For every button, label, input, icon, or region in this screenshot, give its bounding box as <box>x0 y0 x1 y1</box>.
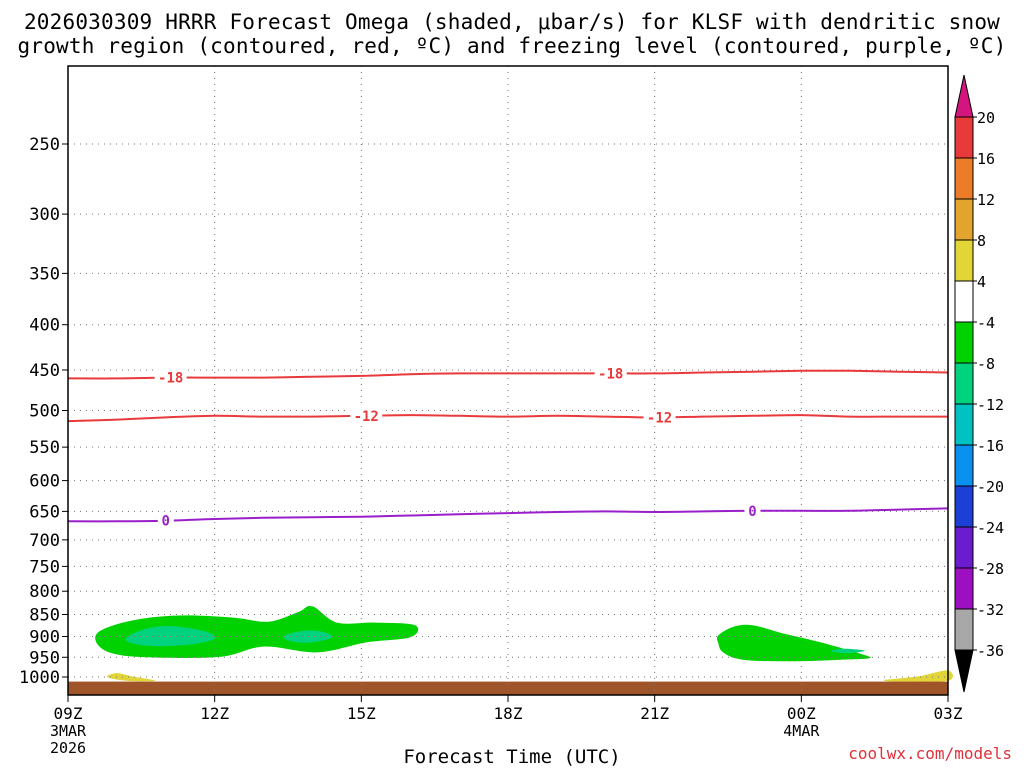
colorbar-bottom-arrow <box>954 649 974 693</box>
dgz_-12-line <box>67 414 948 423</box>
y-tick-label: 600 <box>29 472 60 492</box>
omega_-4_to_-8-area <box>716 624 871 662</box>
x-tick-label: 09Z <box>54 704 83 723</box>
colorbar-bin <box>954 116 974 159</box>
colorbar-bin <box>954 567 974 610</box>
colorbar-bin <box>954 321 974 364</box>
colorbar-label: 20 <box>977 109 995 127</box>
colorbar-bin <box>954 444 974 487</box>
dgz_-12-label-bg <box>643 409 676 426</box>
chart-grid <box>68 66 948 695</box>
y-tick-label: 400 <box>29 316 60 336</box>
x-tick-label: 00Z <box>787 704 816 723</box>
x-tick-sublabel: 4MAR <box>783 722 820 740</box>
colorbar-label: -8 <box>977 355 995 373</box>
x-tick-label: 03Z <box>934 704 963 723</box>
colorbar-label: -12 <box>977 396 1004 414</box>
y-tick-label: 550 <box>29 438 60 458</box>
colorbar-label: -32 <box>977 601 1004 619</box>
colorbar-bin <box>954 157 974 200</box>
y-tick-label: 800 <box>29 582 60 602</box>
colorbar-bin <box>954 403 974 446</box>
x-axis-label: Forecast Time (UTC) <box>403 746 621 768</box>
x-tick-label: 12Z <box>200 704 229 723</box>
x-tick-label: 18Z <box>494 704 523 723</box>
colorbar: 20 16 12 8 4 -4 -8 -12 -16 -20 -24 -28 -32 -36 <box>954 74 1004 693</box>
freezing_level_0-label-bg <box>157 512 174 529</box>
colorbar-bin <box>954 485 974 528</box>
terrain-layer <box>68 681 948 695</box>
chart-axes: 2503003504004505005506006507007508008509… <box>19 65 963 757</box>
freezing_level_0-label: 0 <box>748 504 756 520</box>
omega-shading <box>95 605 953 682</box>
y-tick-label: 650 <box>29 502 60 522</box>
y-tick-label: 850 <box>29 606 60 626</box>
dgz_-18-label-bg <box>594 365 627 382</box>
y-tick-label: 1000 <box>19 668 60 688</box>
colorbar-bin <box>954 239 974 282</box>
y-tick-label: 750 <box>29 557 60 577</box>
freezing_level_0-label-bg <box>744 502 761 519</box>
x-tick-label: 15Z <box>347 704 376 723</box>
dgz_-12-label: -12 <box>354 409 379 425</box>
colorbar-label: 4 <box>977 273 986 291</box>
y-tick-label: 950 <box>29 648 60 668</box>
dgz_-12-label: -12 <box>647 410 672 426</box>
chart-title-line-1: 2026030309 HRRR Forecast Omega (shaded, … <box>23 10 1001 34</box>
y-tick-label: 900 <box>29 627 60 647</box>
dgz_-18-label: -18 <box>598 366 623 382</box>
colorbar-label: -4 <box>977 314 995 332</box>
colorbar-label: 12 <box>977 191 995 209</box>
colorbar-label: -20 <box>977 478 1004 496</box>
colorbar-label: -16 <box>977 437 1004 455</box>
colorbar-label: -24 <box>977 519 1004 537</box>
colorbar-top-arrow <box>954 74 974 118</box>
x-tick-sublabel: 3MAR <box>50 722 87 740</box>
x-tick-label: 21Z <box>640 704 669 723</box>
y-tick-label: 450 <box>29 361 60 381</box>
dgz_-18-line <box>67 369 949 380</box>
freezing_level_0-label: 0 <box>162 514 170 530</box>
colorbar-label: 16 <box>977 150 995 168</box>
colorbar-label: -28 <box>977 560 1004 578</box>
colorbar-bin <box>954 526 974 569</box>
colorbar-bin <box>954 362 974 405</box>
omega_4_to_8-area <box>106 673 157 682</box>
x-tick-sublabel: 2026 <box>50 739 86 757</box>
colorbar-bin <box>954 198 974 241</box>
y-tick-label: 500 <box>29 402 60 422</box>
y-tick-label: 350 <box>29 264 60 284</box>
credit-text: coolwx.com/models <box>848 744 1012 763</box>
omega_4_to_8-area <box>883 670 953 682</box>
colorbar-bin <box>954 608 974 651</box>
colorbar-label: -36 <box>977 642 1004 660</box>
y-tick-label: 300 <box>29 205 60 225</box>
freezing_level_0-line <box>67 507 949 523</box>
terrain-fill <box>68 681 948 695</box>
dgz_-12-label-bg <box>350 407 383 424</box>
colorbar-label: 8 <box>977 232 986 250</box>
dgz_-18-label-bg <box>154 369 187 386</box>
omega_-8_to_-12-area <box>830 648 865 654</box>
y-tick-label: 250 <box>29 135 60 155</box>
omega_-8_to_-12-area <box>282 630 333 643</box>
dgz_-18-label: -18 <box>158 371 183 387</box>
temperature-contours: -18 -18 -12 -12 0 0 <box>67 365 949 530</box>
colorbar-bin <box>954 280 974 323</box>
chart-title-line-2: growth region (contoured, red, ºC) and f… <box>17 34 1007 58</box>
y-tick-label: 700 <box>29 531 60 551</box>
